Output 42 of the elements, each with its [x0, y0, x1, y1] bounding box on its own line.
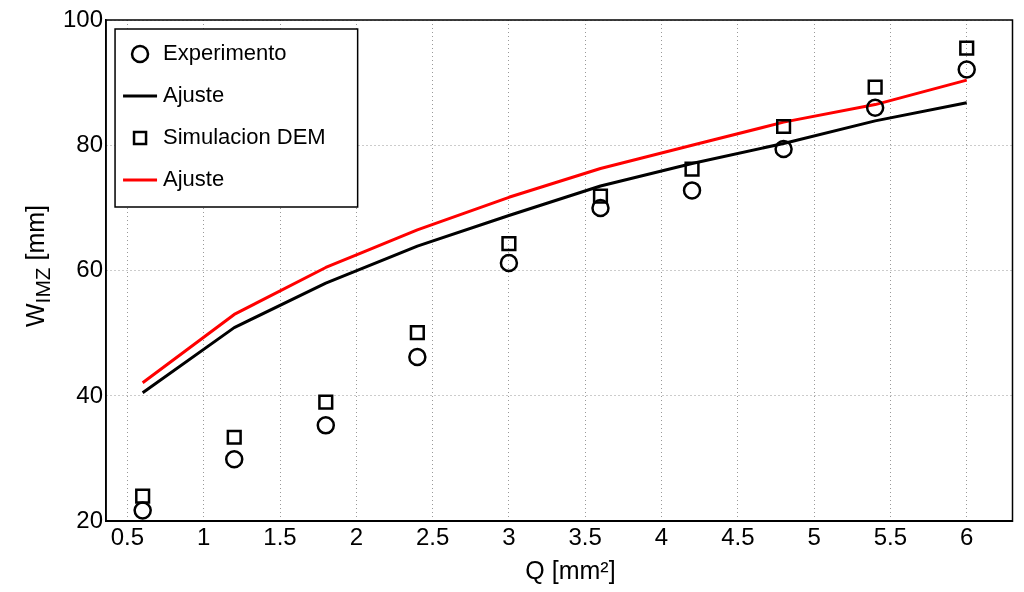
point	[224, 449, 244, 469]
point	[133, 501, 152, 520]
point	[409, 325, 425, 341]
legend-label: Ajuste	[163, 82, 225, 108]
x-tick-label: 0.5	[110, 523, 145, 551]
legend-label: Simulacion DEM	[163, 124, 326, 150]
x-tick-label: 1.5	[263, 523, 297, 551]
legend-label: Ajuste	[163, 166, 225, 192]
legend-label: Experimento	[163, 40, 287, 66]
y-tick-label: 20	[76, 505, 104, 533]
point	[774, 139, 793, 159]
point	[867, 79, 883, 95]
x-axis-title: Q [mm²]	[524, 556, 617, 585]
point	[318, 394, 334, 410]
y-tick-label: 80	[76, 129, 104, 157]
x-tick-label: 3.5	[568, 523, 602, 551]
point	[959, 40, 975, 56]
x-tick-label: 6	[960, 523, 974, 551]
point	[135, 488, 151, 504]
x-tick-label: 4.5	[721, 523, 755, 551]
point	[501, 236, 517, 252]
point	[957, 60, 976, 79]
x-tick-label: 3	[502, 523, 516, 551]
x-tick-label: 5.5	[873, 523, 908, 551]
x-tick-label: 2	[349, 523, 363, 551]
x-tick-label: 5	[807, 523, 821, 551]
point	[592, 188, 609, 204]
y-tick-label: 60	[76, 255, 104, 283]
x-tick-label: 2.5	[415, 523, 450, 551]
point	[865, 98, 885, 117]
point	[226, 429, 242, 445]
point	[684, 161, 700, 177]
point	[775, 118, 792, 135]
y-tick-label: 40	[76, 380, 104, 408]
point	[316, 416, 336, 435]
point	[408, 347, 427, 367]
point	[682, 181, 702, 200]
x-tick-label: 1	[197, 523, 211, 551]
point	[499, 253, 519, 273]
x-tick-label: 4	[654, 523, 669, 551]
point	[591, 198, 610, 218]
y-tick-label: 100	[63, 4, 104, 32]
